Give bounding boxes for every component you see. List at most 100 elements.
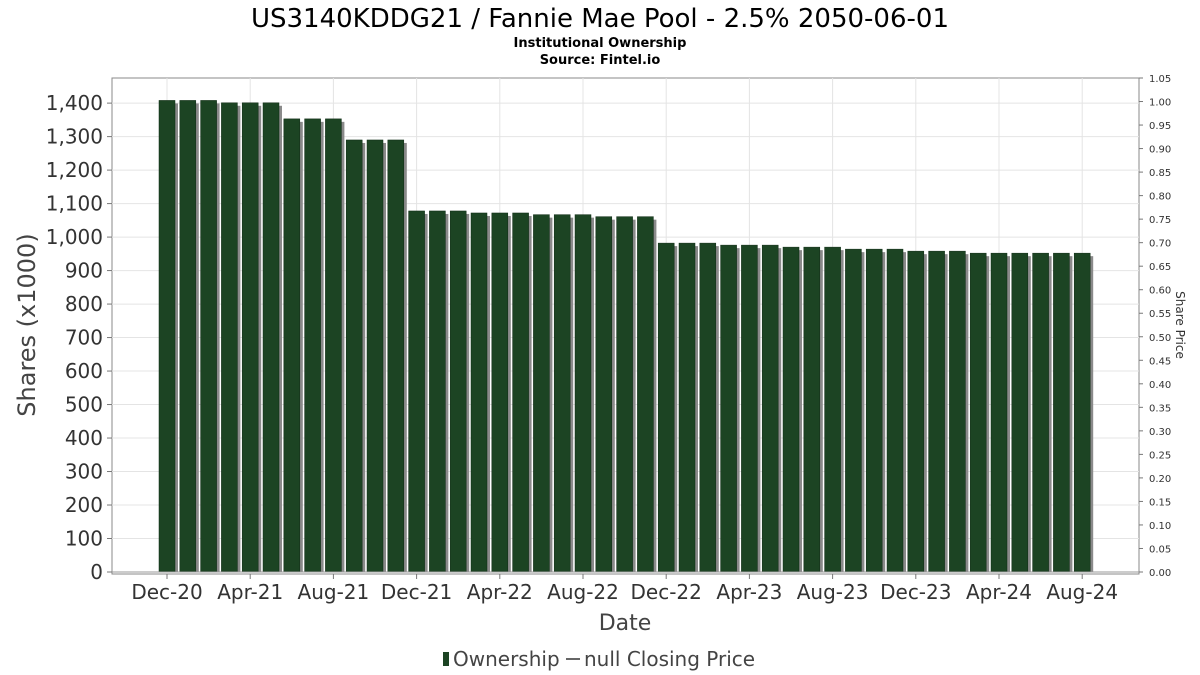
bar [449, 210, 467, 573]
bar [1073, 252, 1091, 573]
ytick-label: 1,200 [46, 158, 103, 182]
bar [969, 252, 987, 573]
xtick-label: Apr-21 [217, 580, 283, 604]
y2tick-label: 0.90 [1149, 145, 1171, 156]
bar [886, 248, 904, 573]
bar [907, 250, 925, 573]
bar [241, 102, 259, 573]
y2tick-label: 0.40 [1149, 380, 1171, 391]
y2tick-label: 0.55 [1149, 309, 1171, 320]
y2tick-label: 0.15 [1149, 497, 1171, 508]
y2tick-label: 1.00 [1149, 98, 1171, 109]
xtick-label: Apr-24 [966, 580, 1032, 604]
bar [720, 244, 737, 573]
ytick-label: 1,000 [46, 225, 103, 249]
ytick-label: 1,300 [46, 125, 103, 149]
bar [637, 216, 654, 573]
bar [553, 214, 571, 573]
bar [179, 100, 197, 573]
xtick-label: Apr-23 [716, 580, 782, 604]
y2tick-label: 0.05 [1149, 544, 1171, 555]
bar [345, 139, 363, 573]
ytick-label: 100 [65, 527, 103, 551]
bar [366, 139, 384, 573]
chart-source: Source: Fintel.io [540, 53, 661, 68]
ytick-label: 900 [65, 259, 103, 283]
ytick-label: 400 [65, 426, 103, 450]
y2tick-label: 0.95 [1149, 121, 1171, 132]
xtick-label: Dec-21 [381, 580, 452, 604]
bar [1032, 252, 1049, 573]
chart-subtitle: Institutional Ownership [514, 36, 687, 51]
bar [1053, 252, 1070, 573]
y2tick-label: 0.70 [1149, 239, 1171, 250]
bars [158, 100, 1094, 573]
xtick-label: Dec-20 [131, 580, 202, 604]
bar [158, 100, 176, 573]
bar [200, 100, 217, 573]
y2tick-label: 0.00 [1149, 568, 1171, 579]
bar [824, 246, 841, 573]
bar [283, 118, 301, 573]
y-axis-label: Shares (x1000) [13, 233, 41, 416]
ytick-label: 600 [65, 359, 103, 383]
bar [262, 102, 280, 573]
bar [304, 118, 321, 573]
bar [325, 118, 342, 573]
bar [221, 102, 238, 573]
y2tick-label: 0.35 [1149, 403, 1171, 414]
y2-axis-label: Share Price [1173, 291, 1187, 359]
xtick-label: Dec-22 [631, 580, 702, 604]
y2tick-label: 0.20 [1149, 474, 1171, 485]
y-axis-left: 0 100 200 300 400 500 600 700 800 900 1,000 1,100 1,… [46, 91, 112, 584]
y2tick-label: 1.05 [1149, 74, 1171, 85]
bar [533, 214, 550, 573]
bar [741, 244, 758, 573]
y2tick-label: 0.85 [1149, 168, 1171, 179]
xtick-label: Dec-23 [880, 580, 951, 604]
bar [845, 248, 862, 573]
ytick-label: 1,400 [46, 91, 103, 115]
legend-ownership: Ownership [453, 647, 560, 671]
bar [865, 248, 883, 573]
xtick-label: Aug-24 [1046, 580, 1118, 604]
bar [990, 252, 1008, 573]
y2tick-label: 0.50 [1149, 333, 1171, 344]
bar [928, 250, 945, 573]
ytick-label: 1,100 [46, 192, 103, 216]
bar [512, 212, 529, 573]
x-axis: Dec-20 Apr-21 Aug-21 Dec-21 Apr-22 Aug-22 Dec-… [112, 571, 1139, 604]
bar [491, 212, 509, 573]
y2tick-label: 0.30 [1149, 427, 1171, 438]
bar [429, 210, 446, 573]
bar [387, 139, 405, 573]
ytick-label: 700 [65, 326, 103, 350]
legend: Ownership null Closing Price [443, 647, 755, 671]
bar [470, 212, 488, 573]
y2tick-label: 0.80 [1149, 192, 1171, 203]
chart-title: US3140KDDG21 / Fannie Mae Pool - 2.5% 20… [251, 4, 949, 34]
bar [595, 216, 613, 573]
bar [657, 242, 675, 573]
y2tick-label: 0.60 [1149, 286, 1171, 297]
ytick-label: 300 [65, 460, 103, 484]
legend-price: null Closing Price [584, 647, 755, 671]
bar [616, 216, 633, 573]
bar [699, 242, 717, 573]
y2tick-label: 0.75 [1149, 215, 1171, 226]
xtick-label: Aug-22 [547, 580, 619, 604]
bar [782, 246, 800, 573]
bar [1011, 252, 1029, 573]
bar [408, 210, 425, 573]
y-axis-right: 0.00 0.05 0.10 0.15 0.20 0.25 0.30 0.35 0.40 0.45… [1139, 74, 1171, 579]
bar [678, 242, 696, 573]
bar [574, 214, 592, 573]
legend-swatch-ownership [443, 652, 449, 666]
y2tick-label: 0.45 [1149, 356, 1171, 367]
ytick-label: 0 [90, 560, 103, 584]
bar [761, 244, 779, 573]
ytick-label: 200 [65, 493, 103, 517]
x-axis-label: Date [599, 611, 652, 636]
bar [803, 246, 821, 573]
y2tick-label: 0.25 [1149, 450, 1171, 461]
